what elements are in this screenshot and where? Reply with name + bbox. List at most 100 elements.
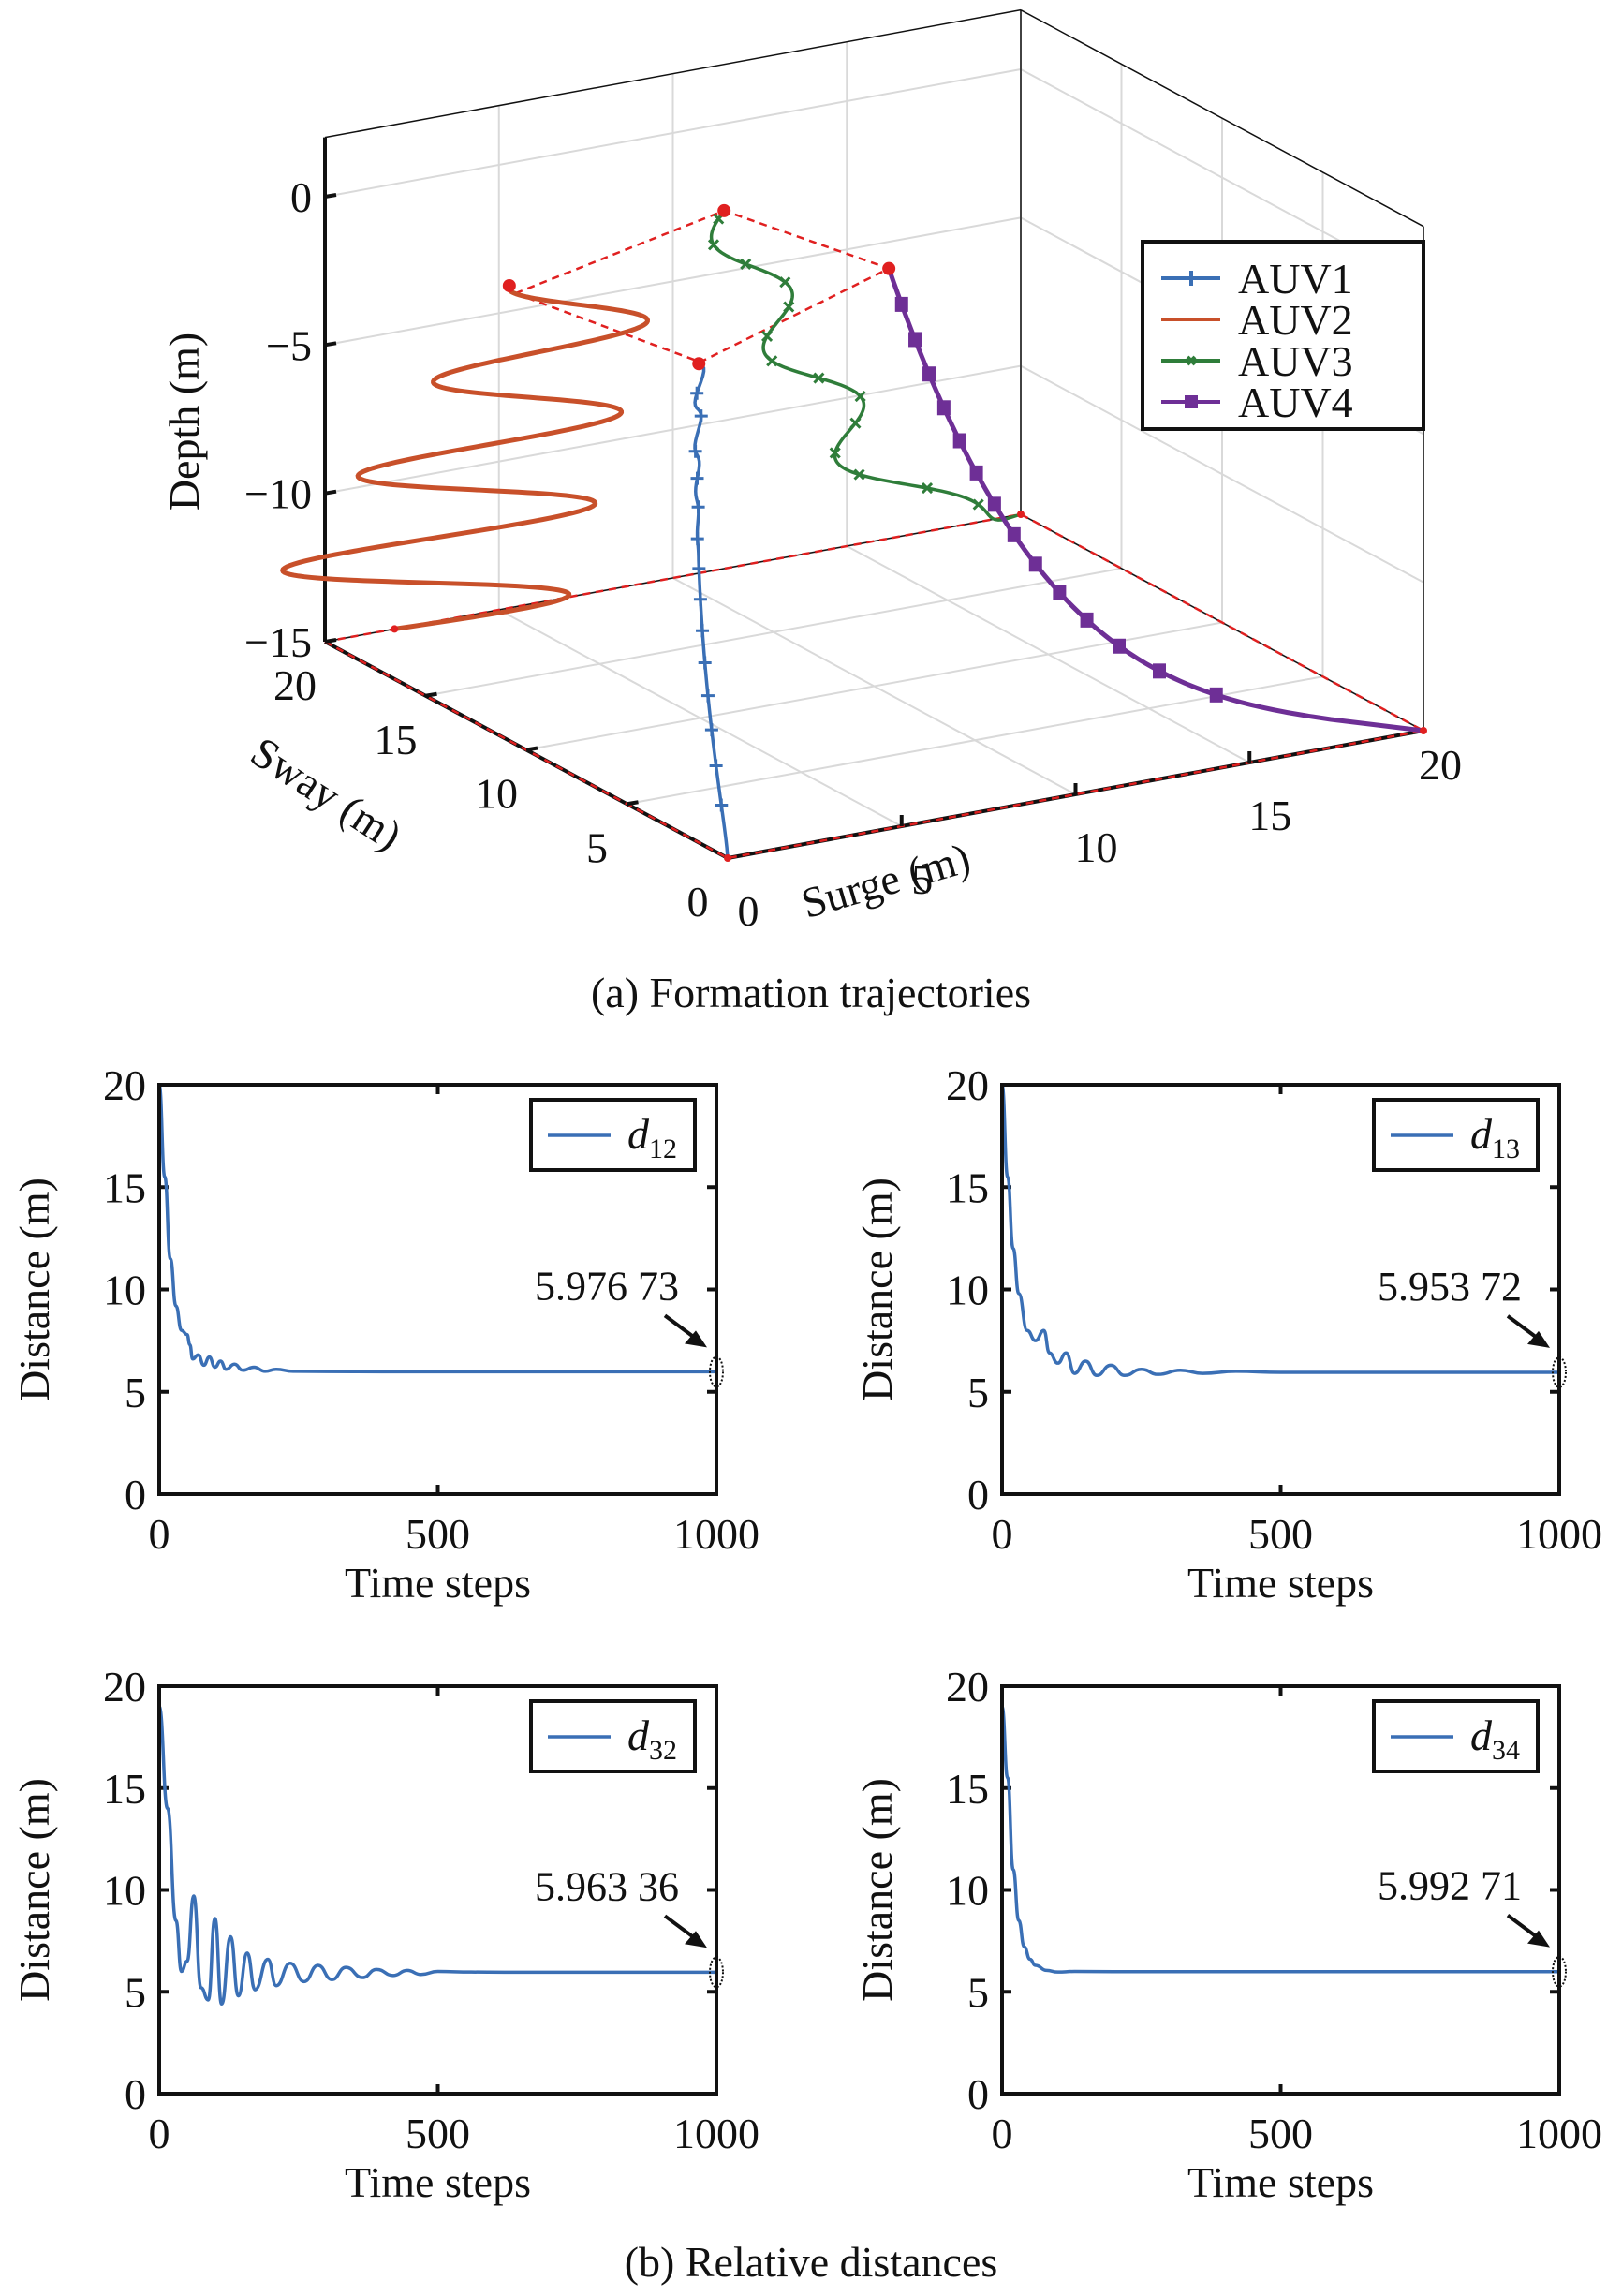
final-point-marker: [1552, 1955, 1567, 1988]
axes-frame: [157, 1684, 718, 2096]
marker-x: [972, 498, 984, 511]
xlabel: Time steps: [1187, 1559, 1374, 1607]
legend: d34: [1372, 1699, 1540, 1773]
caption-a: (a) Formation trajectories: [591, 969, 1031, 1016]
axes-frame: [157, 1083, 718, 1496]
y-tick-label: 0: [687, 878, 709, 926]
x-tick-label: 5: [911, 855, 933, 903]
marker-square: [1113, 638, 1127, 654]
marker-square: [952, 433, 966, 449]
distance-plot-d13: 0 5 10 15 20 0 500 1000 Distance (m) Time steps d1…: [853, 1061, 1602, 1607]
grid-line: [425, 567, 1122, 697]
marker-plus: [698, 656, 712, 670]
y-tick-label: 5: [586, 823, 608, 871]
marker-plus: [694, 409, 708, 423]
x-tick-label: 500: [406, 2110, 470, 2157]
marker-plus: [709, 759, 723, 773]
y-tick-label: 20: [946, 1061, 989, 1109]
distance-line: [157, 1705, 716, 2007]
marker-x: [853, 468, 865, 481]
zlabel: Depth (m): [160, 333, 208, 511]
marker-square: [1028, 556, 1042, 572]
z-tick: [324, 193, 337, 199]
distance-line: [1000, 1083, 1559, 1378]
start-point: [1420, 727, 1427, 734]
distance-line: [1000, 1705, 1559, 1974]
xlabel: Time steps: [345, 1559, 531, 1607]
distance-plot-d12: 0 5 10 15 20 0 500 1000 Distance (m) Time steps d1…: [10, 1061, 759, 1607]
y-tick-label: 20: [946, 1663, 989, 1711]
ylabel: Distance (m): [853, 1178, 901, 1401]
marker-square: [1080, 612, 1094, 628]
x-tick-label: 20: [1419, 741, 1462, 789]
legend-label: d12: [627, 1110, 677, 1164]
initial-formation-line: [324, 512, 1424, 733]
y-tick-label: 5: [125, 1369, 146, 1416]
y-tick: [425, 691, 437, 698]
end-point: [692, 357, 706, 371]
x-tick-label: 500: [406, 1510, 470, 1558]
y-tick-label: 10: [946, 1867, 989, 1915]
z-tick: [324, 341, 337, 348]
legend: d12: [529, 1098, 697, 1172]
z-tick-label: −10: [244, 470, 312, 518]
final-value-annotation: 5.992 71: [1378, 1863, 1522, 1909]
3d-series: [280, 203, 1427, 862]
marker-plus: [690, 386, 704, 400]
marker-x: [829, 447, 841, 459]
marker-plus: [692, 561, 706, 575]
marker-x: [854, 390, 866, 403]
legend-label: AUV1: [1238, 255, 1353, 303]
marker-plus: [691, 500, 705, 514]
marker-square: [1152, 663, 1166, 679]
y-tick-label: 10: [946, 1267, 989, 1314]
end-point: [882, 261, 896, 275]
z-tick-label: −5: [266, 321, 312, 369]
final-point-marker: [709, 1355, 724, 1388]
y-tick-label: 15: [946, 1163, 989, 1211]
y-tick-label: 5: [967, 1369, 989, 1416]
marker-square: [987, 496, 1001, 512]
x-tick-label: 0: [992, 1510, 1013, 1558]
x-tick-label: 10: [1075, 823, 1118, 871]
distance-plot-d32: 0 5 10 15 20 0 500 1000 Distance (m) Time steps d3…: [10, 1663, 759, 2206]
y-tick-label: 15: [103, 1163, 146, 1211]
marker-square: [936, 400, 951, 416]
xlabel: Time steps: [1187, 2158, 1374, 2206]
y-tick-label: 20: [103, 1061, 146, 1109]
x-tick-label: 0: [149, 1510, 170, 1558]
marker-x: [849, 417, 862, 429]
legend-marker: [1185, 395, 1198, 408]
y-tick-label: 15: [103, 1765, 146, 1813]
arrow-head-icon: [1527, 1330, 1550, 1348]
axes-frame: [1000, 1083, 1561, 1496]
marker-x: [766, 355, 778, 367]
y-tick-label: 5: [967, 1968, 989, 2016]
y-tick-label: 20: [103, 1663, 146, 1711]
z-tick-label: −15: [244, 618, 312, 666]
distance-plot-d34: 0 5 10 15 20 0 500 1000 Distance (m) Time steps d3…: [853, 1663, 1602, 2206]
marker-square: [922, 366, 936, 382]
marker-plus: [715, 798, 729, 812]
final-formation-line: [514, 209, 892, 363]
trajectory-auv4: [886, 267, 1424, 733]
marker-plus: [700, 689, 715, 703]
z-tick: [324, 489, 337, 496]
y-tick-label: 10: [103, 1867, 146, 1915]
marker-x: [707, 239, 720, 251]
axis-line: [1020, 9, 1424, 228]
marker-x: [740, 258, 752, 270]
z-tick-label: 0: [290, 173, 312, 221]
marker-plus: [696, 624, 710, 638]
arrow-head-icon: [1527, 1930, 1550, 1948]
start-point: [724, 854, 731, 862]
legend-label: AUV2: [1238, 296, 1353, 344]
marker-plus: [693, 592, 707, 606]
final-value-annotation: 5.963 36: [535, 1863, 679, 1909]
marker-plus: [690, 471, 704, 485]
marker-plus: [704, 723, 718, 737]
marker-square: [1007, 526, 1021, 542]
